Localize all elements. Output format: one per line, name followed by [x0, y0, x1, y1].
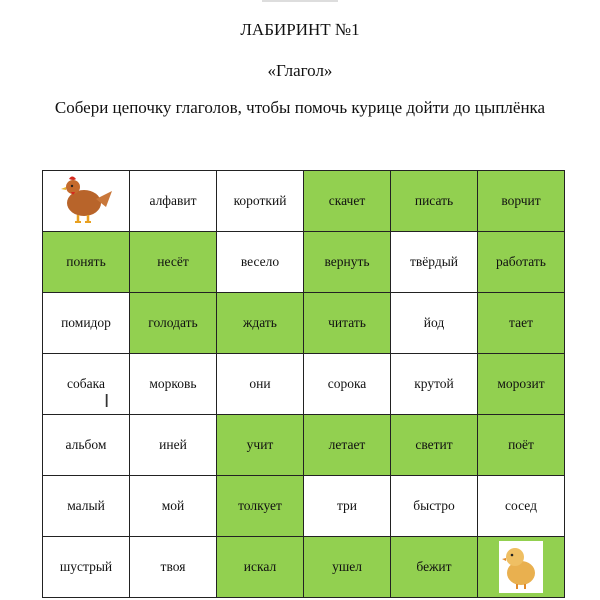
- cell-word: малый: [67, 498, 105, 513]
- cell-word: иней: [159, 437, 187, 452]
- cell-word: крутой: [414, 376, 454, 391]
- page-title: ЛАБИРИНТ №1: [240, 20, 360, 39]
- maze-cell[interactable]: быстро: [390, 475, 478, 537]
- cell-word: помидор: [61, 315, 111, 330]
- maze-row: шустрый твоя искал ушел бежит: [42, 536, 565, 598]
- maze-cell[interactable]: мой: [129, 475, 217, 537]
- text-cursor-icon: I: [104, 391, 110, 412]
- maze-table: алфавит короткий скачет писать ворчит понять н…: [42, 170, 565, 598]
- cell-word: учит: [246, 437, 274, 452]
- maze-cell[interactable]: твёрдый: [390, 231, 478, 293]
- maze-cell[interactable]: тает: [477, 292, 565, 354]
- cell-word: читать: [328, 315, 366, 330]
- maze-cell[interactable]: твоя: [129, 536, 217, 598]
- cell-word: твёрдый: [409, 254, 458, 269]
- maze-cell[interactable]: альбом: [42, 414, 130, 476]
- maze-cell[interactable]: понять: [42, 231, 130, 293]
- maze-cell[interactable]: три: [303, 475, 391, 537]
- cell-word: весело: [240, 254, 280, 269]
- maze-cell[interactable]: малый: [42, 475, 130, 537]
- cell-word: морозит: [497, 376, 545, 391]
- maze-cell[interactable]: искал: [216, 536, 304, 598]
- cell-word: работать: [496, 254, 546, 269]
- cell-word: сорока: [327, 376, 367, 391]
- maze-cell[interactable]: весело: [216, 231, 304, 293]
- cell-word: бежит: [416, 559, 452, 574]
- cell-word: светит: [415, 437, 453, 452]
- maze-row: альбом иней учит летает светит поёт: [42, 414, 565, 476]
- maze-cell[interactable]: ушел: [303, 536, 391, 598]
- maze-row: алфавит короткий скачет писать ворчит: [42, 170, 565, 232]
- cell-word: понять: [66, 254, 106, 269]
- chick-image-icon: [499, 541, 543, 593]
- maze-cell[interactable]: собака: [42, 353, 130, 415]
- page-subtitle: «Глагол»: [267, 61, 333, 80]
- cell-word: сосед: [505, 498, 537, 513]
- cell-word: йод: [423, 315, 445, 330]
- maze-cell[interactable]: сосед: [477, 475, 565, 537]
- maze-cell[interactable]: морковь: [129, 353, 217, 415]
- hen-cell[interactable]: [42, 170, 130, 232]
- cell-word: морковь: [149, 376, 197, 391]
- maze-cell[interactable]: ворчит: [477, 170, 565, 232]
- cell-word: писать: [414, 193, 454, 208]
- maze-cell[interactable]: сорока: [303, 353, 391, 415]
- maze-cell[interactable]: летает: [303, 414, 391, 476]
- maze-row: собака морковь они сорока крутой морозит: [42, 353, 565, 415]
- maze-cell[interactable]: скачет: [303, 170, 391, 232]
- chick-cell[interactable]: [477, 536, 565, 598]
- cell-word: ждать: [243, 315, 277, 330]
- cell-word: скачет: [328, 193, 366, 208]
- cell-word: шустрый: [59, 559, 113, 574]
- maze-row: понять несёт весело вернуть твёрдый работать: [42, 231, 565, 293]
- cell-word: алфавит: [149, 193, 197, 208]
- maze-cell[interactable]: йод: [390, 292, 478, 354]
- instruction-text: Собери цепочку глаголов, чтобы помочь ку…: [54, 98, 546, 117]
- maze-cell[interactable]: голодать: [129, 292, 217, 354]
- maze-row: малый мой толкует три быстро сосед: [42, 475, 565, 537]
- maze-cell[interactable]: светит: [390, 414, 478, 476]
- cell-word: твоя: [160, 559, 186, 574]
- cell-word: короткий: [233, 193, 287, 208]
- maze-cell[interactable]: вернуть: [303, 231, 391, 293]
- cell-word: толкует: [238, 498, 282, 513]
- cell-word: тает: [509, 315, 533, 330]
- maze-cell[interactable]: шустрый: [42, 536, 130, 598]
- maze-cell[interactable]: поёт: [477, 414, 565, 476]
- cell-word: собака: [67, 376, 105, 391]
- cell-word: несёт: [157, 254, 189, 269]
- cell-word: они: [249, 376, 271, 391]
- cell-word: ушел: [332, 559, 362, 574]
- cell-word: летает: [328, 437, 366, 452]
- cell-word: ворчит: [501, 193, 541, 208]
- cell-word: искал: [243, 559, 277, 574]
- maze-cell[interactable]: ждать: [216, 292, 304, 354]
- maze-cell[interactable]: бежит: [390, 536, 478, 598]
- maze-cell[interactable]: толкует: [216, 475, 304, 537]
- maze-row: помидор голодать ждать читать йод тает: [42, 292, 565, 354]
- cell-word: альбом: [65, 437, 107, 452]
- maze-cell[interactable]: помидор: [42, 292, 130, 354]
- cell-word: поёт: [508, 437, 534, 452]
- maze-cell[interactable]: они: [216, 353, 304, 415]
- maze-cell[interactable]: морозит: [477, 353, 565, 415]
- maze-cell[interactable]: алфавит: [129, 170, 217, 232]
- maze-cell[interactable]: короткий: [216, 170, 304, 232]
- maze-cell[interactable]: иней: [129, 414, 217, 476]
- maze-cell[interactable]: работать: [477, 231, 565, 293]
- top-rule: [262, 0, 338, 2]
- cell-word: голодать: [148, 315, 198, 330]
- hen-image-icon: [56, 176, 116, 228]
- cell-word: три: [336, 498, 358, 513]
- maze-cell[interactable]: несёт: [129, 231, 217, 293]
- cell-word: быстро: [413, 498, 455, 513]
- cell-word: вернуть: [324, 254, 370, 269]
- maze-cell[interactable]: учит: [216, 414, 304, 476]
- cell-word: мой: [161, 498, 185, 513]
- maze-cell[interactable]: читать: [303, 292, 391, 354]
- maze-cell[interactable]: писать: [390, 170, 478, 232]
- maze-cell[interactable]: крутой: [390, 353, 478, 415]
